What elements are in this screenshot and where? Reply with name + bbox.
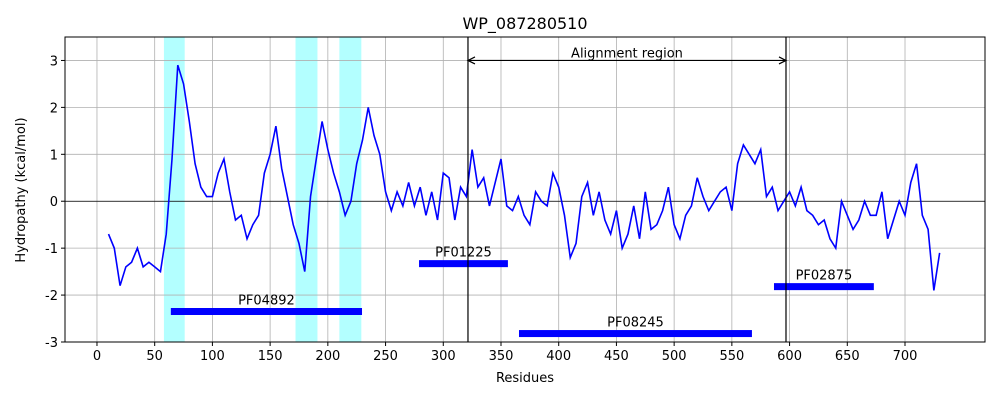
x-tick-label: 50 — [146, 349, 163, 364]
y-tick-label: 1 — [50, 148, 58, 163]
x-tick-label: 450 — [604, 349, 629, 364]
y-tick-label: -3 — [45, 336, 58, 351]
hydropathy-line — [107, 64, 941, 291]
y-tick-label: 2 — [50, 101, 58, 116]
y-tick-label: -2 — [45, 289, 58, 304]
domain-bar — [773, 283, 874, 291]
y-tick-label: -1 — [45, 242, 58, 257]
x-tick-label: 650 — [835, 349, 860, 364]
x-tick-label: 100 — [200, 349, 225, 364]
x-tick-label: 550 — [719, 349, 744, 364]
x-tick-label: 600 — [777, 349, 802, 364]
domain-label: PF04892 — [238, 294, 295, 309]
domain-label: PF08245 — [607, 316, 664, 331]
chart-title: WP_087280510 — [462, 14, 587, 34]
x-tick-label: 400 — [546, 349, 571, 364]
plot-frame — [64, 36, 986, 343]
x-tick-label: 200 — [315, 349, 340, 364]
domain-bar — [170, 308, 363, 315]
highlight-region — [163, 37, 185, 342]
x-tick-label: 300 — [431, 349, 456, 364]
domain-bar — [419, 260, 508, 268]
x-tick-label: 350 — [489, 349, 514, 364]
x-tick-label: 250 — [373, 349, 398, 364]
x-tick-label: 500 — [662, 349, 687, 364]
domain-label: PF02875 — [796, 269, 853, 284]
y-tick-label: 3 — [50, 54, 58, 69]
x-axis-label: Residues — [496, 371, 554, 386]
y-axis-label: Hydropathy (kcal/mol) — [14, 117, 29, 262]
x-tick-label: 150 — [258, 349, 283, 364]
domain-label: PF01225 — [435, 246, 492, 261]
x-tick-label: 700 — [893, 349, 918, 364]
annotation-arrow — [466, 56, 788, 65]
highlight-region — [295, 37, 318, 342]
domain-bar — [518, 330, 752, 338]
x-tick-label: 0 — [93, 349, 101, 364]
annotation-label: Alignment region — [571, 46, 683, 61]
highlight-region — [339, 37, 362, 342]
y-tick-label: 0 — [50, 195, 58, 210]
